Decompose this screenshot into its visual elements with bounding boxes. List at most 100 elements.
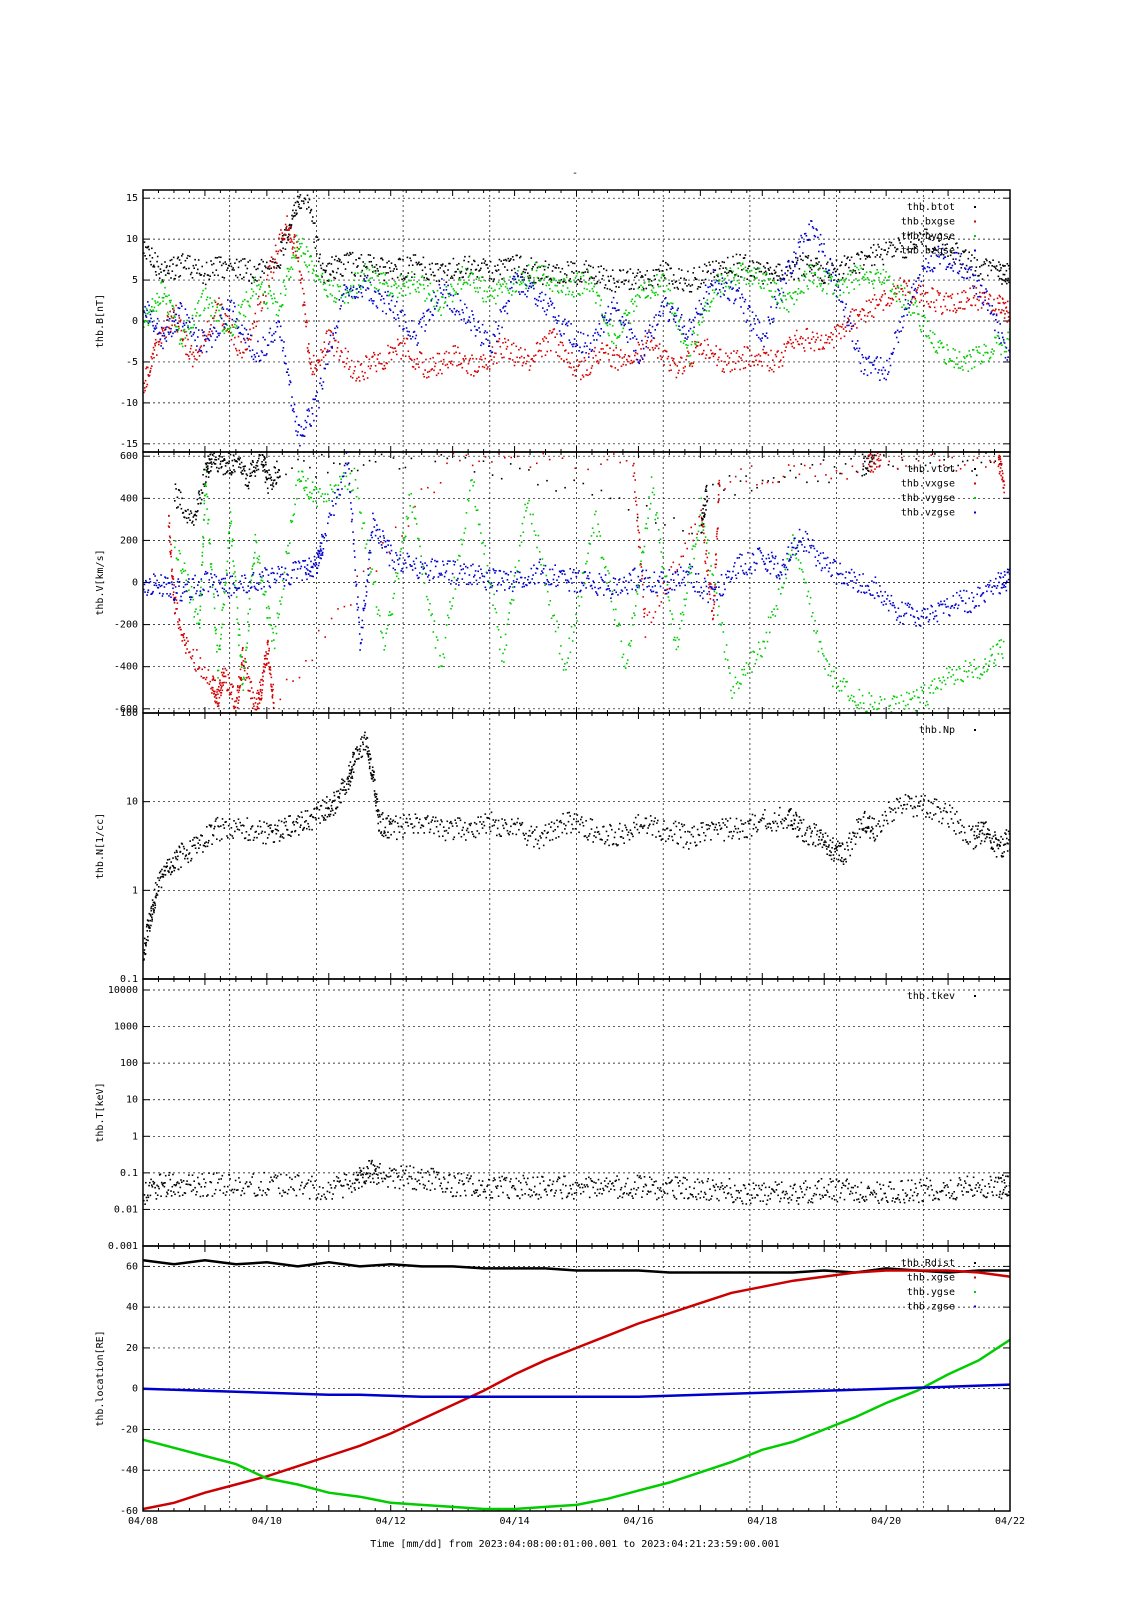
data-point <box>569 362 571 365</box>
data-point <box>940 254 942 256</box>
data-point <box>557 281 559 284</box>
data-point <box>773 281 776 284</box>
data-point <box>616 337 618 339</box>
data-point <box>612 342 615 345</box>
data-point <box>185 268 188 270</box>
data-point <box>646 270 648 272</box>
data-point <box>208 339 211 342</box>
data-point <box>174 274 177 277</box>
data-point <box>231 471 234 474</box>
data-point <box>843 280 846 283</box>
data-point <box>826 341 828 344</box>
data-point <box>435 280 438 282</box>
data-point <box>656 324 658 326</box>
data-point <box>323 281 325 284</box>
data-point <box>588 356 590 358</box>
data-point <box>678 268 680 270</box>
data-point <box>836 280 839 283</box>
data-point <box>804 276 807 279</box>
data-point <box>390 299 393 302</box>
data-point <box>314 398 316 401</box>
data-point <box>927 335 930 337</box>
data-point <box>278 233 281 236</box>
data-point <box>476 371 479 373</box>
data-point <box>409 292 411 295</box>
data-point <box>327 278 330 281</box>
data-point <box>207 333 210 336</box>
data-point <box>757 268 759 270</box>
data-point <box>654 278 656 281</box>
data-point <box>615 344 617 347</box>
data-point <box>285 227 287 229</box>
data-point <box>772 277 775 280</box>
data-point <box>588 373 591 376</box>
data-point <box>579 361 581 363</box>
data-point <box>662 350 664 353</box>
data-point <box>910 232 913 234</box>
data-point <box>246 474 249 477</box>
data-point <box>857 254 860 256</box>
data-point <box>610 365 612 367</box>
data-point <box>678 320 680 323</box>
data-point <box>266 470 268 472</box>
data-point <box>180 329 183 332</box>
data-point <box>802 259 804 262</box>
data-point <box>273 466 276 468</box>
data-point <box>818 283 821 285</box>
data-point <box>346 287 349 289</box>
legend-label: thb.bzgse <box>901 246 955 257</box>
data-point <box>895 248 898 251</box>
data-point <box>528 280 531 282</box>
data-point <box>546 282 548 284</box>
data-point <box>263 272 265 274</box>
data-point <box>434 274 436 277</box>
data-point <box>502 263 504 265</box>
data-point <box>306 208 308 210</box>
data-point <box>282 347 285 349</box>
data-point <box>949 295 952 297</box>
data-point <box>909 304 911 306</box>
data-point <box>842 272 845 275</box>
data-point <box>231 324 234 326</box>
data-point <box>936 237 939 239</box>
data-point <box>600 489 603 492</box>
data-point <box>634 349 637 352</box>
data-point <box>581 351 584 353</box>
data-point <box>421 275 424 277</box>
data-point <box>213 315 216 317</box>
data-point <box>849 274 852 276</box>
data-point <box>207 455 209 457</box>
data-point <box>212 332 214 335</box>
data-point <box>801 236 803 239</box>
data-point <box>208 331 211 333</box>
data-point <box>737 267 740 270</box>
data-point <box>179 339 182 341</box>
data-point <box>259 276 262 279</box>
y-tick-label: 400 <box>120 493 138 504</box>
data-point <box>509 287 511 290</box>
data-point <box>335 298 338 300</box>
data-point <box>184 337 187 339</box>
data-point <box>987 274 989 277</box>
data-point <box>187 326 189 329</box>
data-point <box>371 264 373 267</box>
data-point <box>270 476 272 479</box>
data-point <box>498 287 501 290</box>
data-point <box>932 270 934 273</box>
data-point <box>573 281 576 283</box>
data-point <box>724 290 726 292</box>
data-point <box>308 351 310 354</box>
data-point <box>417 363 419 365</box>
data-point <box>854 265 856 267</box>
data-point <box>230 299 233 302</box>
data-point <box>414 254 417 256</box>
data-point <box>836 268 839 271</box>
data-point <box>215 694 217 696</box>
data-point <box>442 363 444 365</box>
data-point <box>356 266 358 268</box>
data-point <box>781 274 784 276</box>
data-point <box>797 287 800 290</box>
data-point <box>636 359 639 361</box>
data-point <box>830 278 832 280</box>
data-point <box>326 349 329 351</box>
